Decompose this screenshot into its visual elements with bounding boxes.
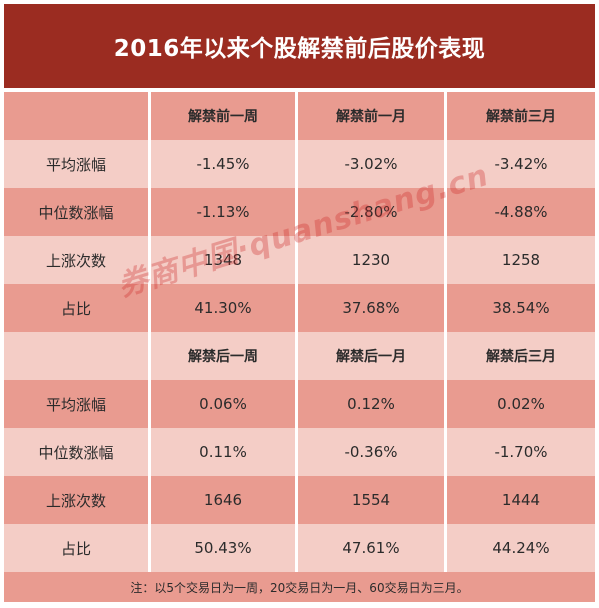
header-cell <box>4 332 151 380</box>
table-cell: -3.02% <box>298 140 447 188</box>
table-header-after: 解禁后一周 解禁后一月 解禁后三月 <box>4 332 595 380</box>
header-cell: 解禁前一周 <box>151 92 298 140</box>
row-label: 平均涨幅 <box>4 380 151 428</box>
table-cell: 1348 <box>151 236 298 284</box>
table-cell: 1554 <box>298 476 447 524</box>
table-row: 占比 41.30% 37.68% 38.54% <box>4 284 595 332</box>
table-cell: 0.12% <box>298 380 447 428</box>
table-cell: -1.13% <box>151 188 298 236</box>
table-cell: -1.45% <box>151 140 298 188</box>
table-cell: 37.68% <box>298 284 447 332</box>
table-row: 占比 50.43% 47.61% 44.24% <box>4 524 595 572</box>
header-cell <box>4 92 151 140</box>
table-cell: 47.61% <box>298 524 447 572</box>
table-cell: 0.02% <box>497 395 545 413</box>
header-cell: 解禁后一月 <box>298 332 447 380</box>
header-cell: 解禁后一周 <box>151 332 298 380</box>
table-cell: 38.54% <box>492 299 550 317</box>
table-header-before: 解禁前一周 解禁前一月 解禁前三月 <box>4 92 595 140</box>
row-label: 平均涨幅 <box>4 140 151 188</box>
table-cell: 1444 <box>501 491 541 509</box>
table-cell: 1646 <box>151 476 298 524</box>
table-row: 中位数涨幅 -1.13% -2.80% -4.88% <box>4 188 595 236</box>
table-cell: -2.80% <box>298 188 447 236</box>
table-cell: -1.70% <box>494 443 548 461</box>
row-label: 中位数涨幅 <box>4 428 151 476</box>
row-label: 占比 <box>4 524 151 572</box>
header-cell: 解禁前三月 <box>486 109 556 125</box>
table-cell: 1258 <box>501 251 541 269</box>
row-label: 上涨次数 <box>4 476 151 524</box>
data-table: 解禁前一周 解禁前一月 解禁前三月 平均涨幅 -1.45% -3.02% -3.… <box>4 92 595 572</box>
table-row: 平均涨幅 -1.45% -3.02% -3.42% <box>4 140 595 188</box>
footnote: 注：以5个交易日为一周，20交易日为一月、60交易日为三月。 <box>4 572 595 602</box>
table-cell: -4.88% <box>494 203 548 221</box>
table-row: 上涨次数 1646 1554 1444 <box>4 476 595 524</box>
row-label: 中位数涨幅 <box>4 188 151 236</box>
table-row: 平均涨幅 0.06% 0.12% 0.02% <box>4 380 595 428</box>
table-row: 上涨次数 1348 1230 1258 <box>4 236 595 284</box>
page-title: 2016年以来个股解禁前后股价表现 <box>4 4 595 88</box>
table-cell: -3.42% <box>494 155 548 173</box>
table-cell: 41.30% <box>151 284 298 332</box>
row-label: 上涨次数 <box>4 236 151 284</box>
row-label: 占比 <box>4 284 151 332</box>
table-row: 中位数涨幅 0.11% -0.36% -1.70% <box>4 428 595 476</box>
header-cell: 解禁后三月 <box>486 349 556 365</box>
table-cell: -0.36% <box>298 428 447 476</box>
table-cell: 0.06% <box>151 380 298 428</box>
table-cell: 0.11% <box>151 428 298 476</box>
table-cell: 1230 <box>298 236 447 284</box>
table-cell: 44.24% <box>492 539 550 557</box>
table-cell: 50.43% <box>151 524 298 572</box>
header-cell: 解禁前一月 <box>298 92 447 140</box>
